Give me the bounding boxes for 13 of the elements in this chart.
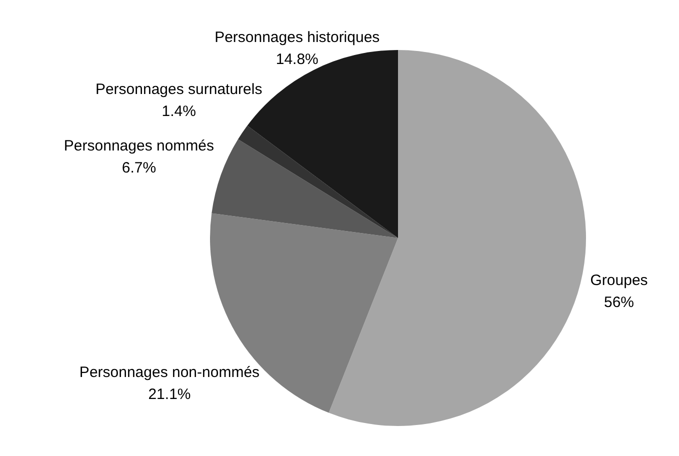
slice-label: Personnages historiques	[214, 28, 380, 46]
pie-slice	[328, 50, 586, 426]
slice-label: Personnages surnaturels	[95, 81, 262, 98]
pie-slice	[238, 126, 398, 238]
data-label: 6.7%	[122, 160, 156, 177]
data-label: 56%	[604, 294, 634, 312]
pie-slice	[212, 139, 398, 238]
data-label: 21.1%	[148, 386, 191, 404]
data-label: 1.4%	[162, 103, 196, 120]
slice-label: Personnages nommés	[64, 138, 214, 155]
data-label: 14.8%	[276, 50, 318, 68]
slice-label: Personnages non-nommés	[79, 364, 260, 382]
slice-label: Groupes	[590, 272, 648, 290]
